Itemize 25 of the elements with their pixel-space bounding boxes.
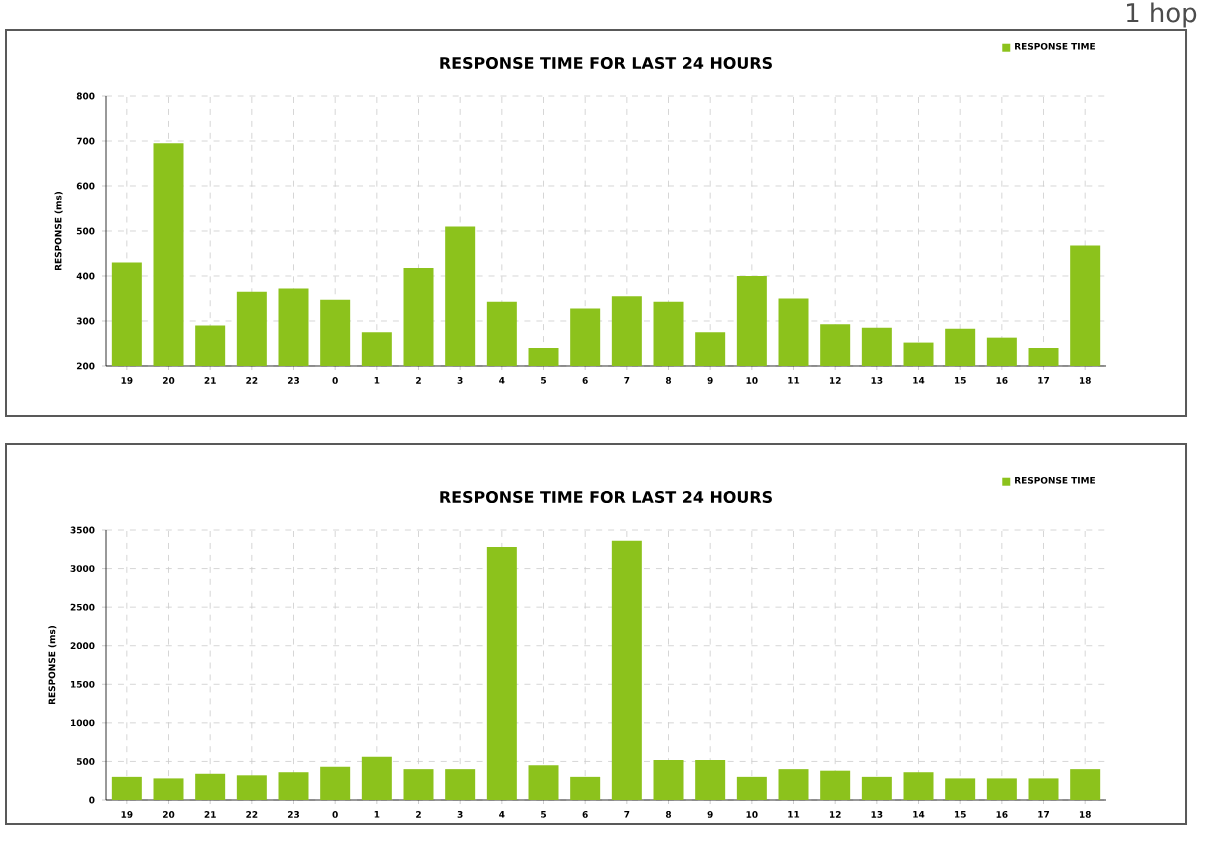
bar <box>486 546 517 800</box>
bar <box>195 773 226 800</box>
bar <box>903 772 934 800</box>
bar <box>820 770 851 800</box>
bar <box>445 769 476 800</box>
bar <box>153 778 184 800</box>
bar <box>653 759 684 800</box>
bar <box>111 776 142 800</box>
bar <box>278 772 309 800</box>
bar <box>361 756 392 800</box>
bar <box>570 776 601 800</box>
bar <box>320 766 351 800</box>
bar <box>736 776 767 800</box>
bar <box>403 769 434 800</box>
bar <box>945 778 976 800</box>
bar <box>236 775 267 800</box>
bar <box>1028 778 1059 800</box>
bar <box>695 759 726 800</box>
bar <box>611 540 642 800</box>
bar <box>528 765 559 800</box>
bar <box>778 769 809 800</box>
bar <box>1070 769 1101 800</box>
bar <box>861 776 892 800</box>
text: 1 hop <box>1127 2 1197 28</box>
bar <box>986 778 1017 800</box>
